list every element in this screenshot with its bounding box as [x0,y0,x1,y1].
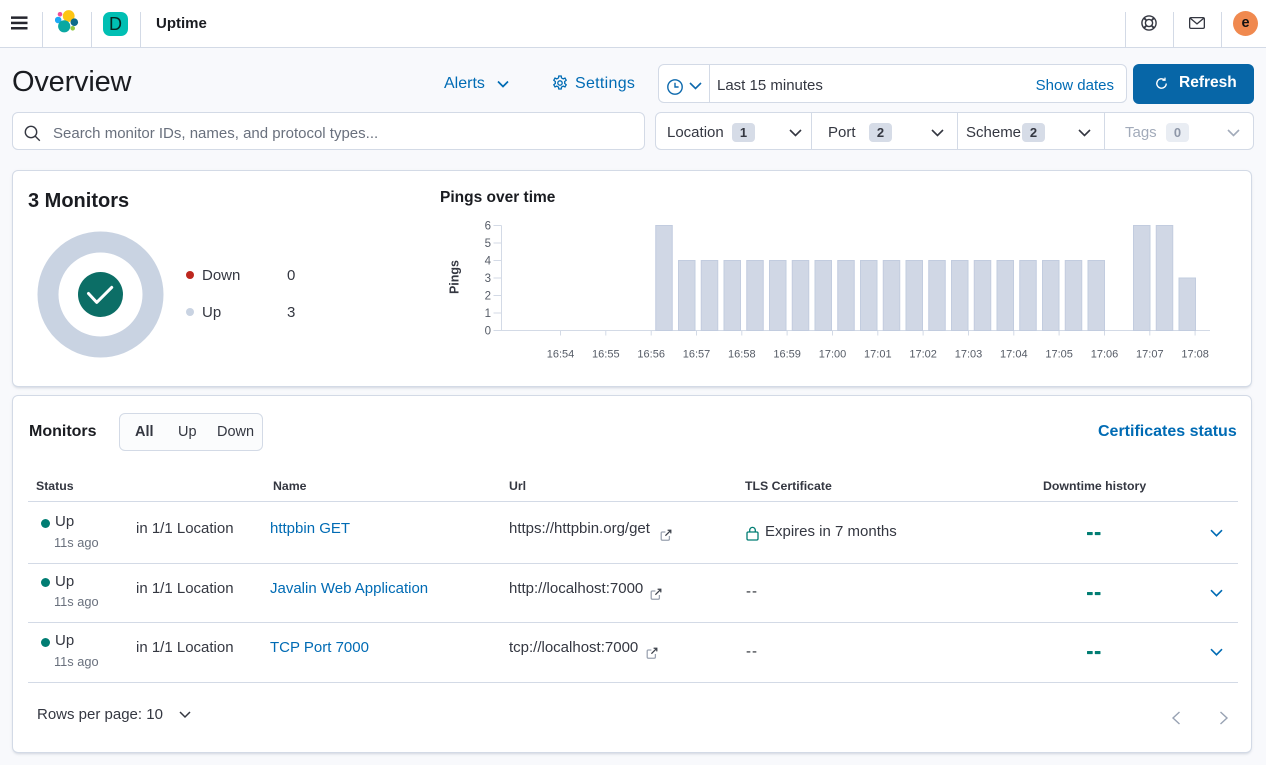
svg-text:17:08: 17:08 [1181,349,1209,361]
svg-text:17:07: 17:07 [1136,349,1164,361]
svg-text:Pings: Pings [448,260,462,294]
svg-text:16:56: 16:56 [637,349,665,361]
svg-text:6: 6 [485,221,491,233]
svg-text:16:55: 16:55 [592,349,620,361]
svg-text:4: 4 [485,256,492,268]
svg-text:2: 2 [485,291,491,303]
svg-text:17:04: 17:04 [1000,349,1028,361]
svg-text:17:00: 17:00 [819,349,847,361]
svg-text:16:59: 16:59 [773,349,801,361]
svg-text:16:58: 16:58 [728,349,756,361]
svg-text:5: 5 [485,238,491,250]
svg-text:3: 3 [485,273,491,285]
svg-text:17:01: 17:01 [864,349,892,361]
svg-text:17:05: 17:05 [1045,349,1073,361]
svg-text:0: 0 [485,326,491,338]
svg-text:1: 1 [485,308,491,320]
svg-text:16:54: 16:54 [547,349,575,361]
svg-text:16:57: 16:57 [683,349,711,361]
svg-text:17:03: 17:03 [955,349,983,361]
svg-text:17:02: 17:02 [909,349,937,361]
svg-text:17:06: 17:06 [1091,349,1119,361]
